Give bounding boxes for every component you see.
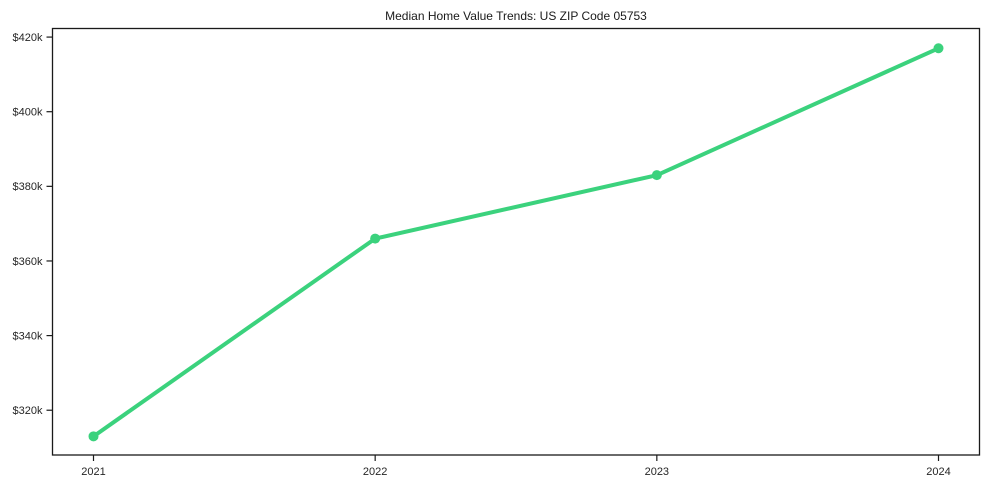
chart-title: Median Home Value Trends: US ZIP Code 05…	[385, 9, 647, 23]
x-tick-label: 2021	[81, 466, 105, 478]
y-tick-label: $340k	[13, 330, 43, 342]
y-tick-label: $420k	[13, 32, 43, 44]
data-point-2021	[88, 431, 99, 442]
trend-line	[91, 46, 941, 439]
x-tick-label: 2024	[926, 466, 950, 478]
plot-frame	[51, 27, 981, 456]
y-tick-label: $400k	[13, 107, 43, 119]
y-tick-label: $360k	[13, 256, 43, 268]
x-tick-label: 2023	[645, 466, 669, 478]
data-point-2022	[370, 233, 381, 244]
y-tick-label: $320k	[13, 405, 43, 417]
data-point-2024	[933, 43, 944, 54]
x-tick-label: 2022	[363, 466, 387, 478]
data-point-2023	[651, 170, 662, 181]
plot-area: $320k $340k $360k $380k $400k $420k 2021 2022 20…	[13, 27, 981, 478]
y-tick-label: $380k	[13, 181, 43, 193]
